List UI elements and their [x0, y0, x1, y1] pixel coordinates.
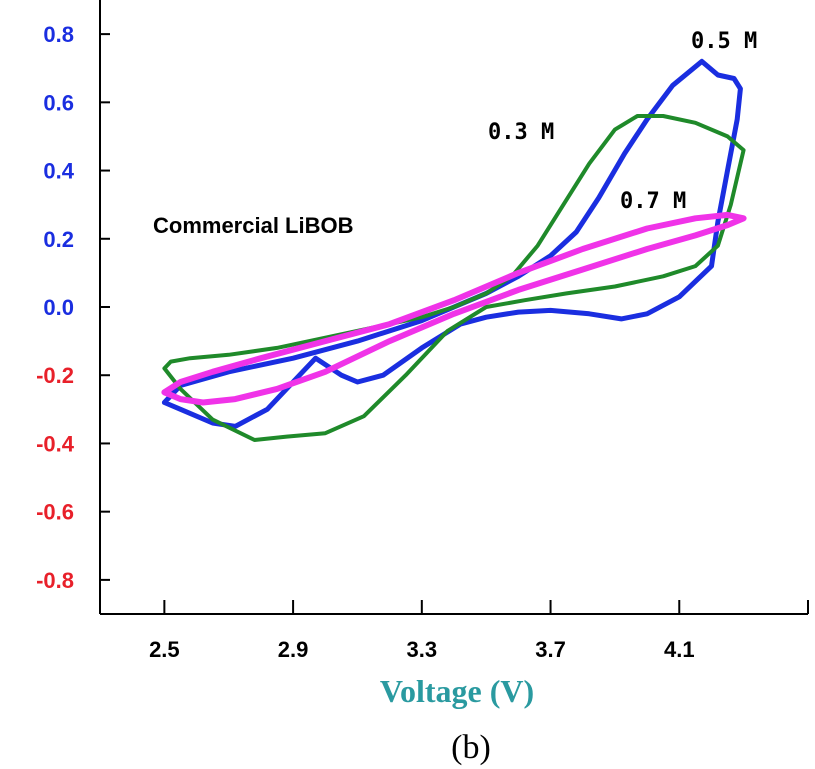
series-line-0-3-m	[162, 114, 746, 442]
series-group	[161, 58, 747, 442]
y-tick-label: 0.4	[43, 159, 74, 184]
panel-label: (b)	[451, 729, 491, 766]
y-tick-label: 0.6	[43, 90, 74, 115]
y-tick-label: -0.6	[36, 500, 74, 525]
x-tick-label: 3.3	[407, 637, 438, 662]
x-ticks: 2.5 2.9 3.3 3.7 4.1	[149, 600, 695, 662]
y-tick-label: 0.2	[43, 227, 74, 252]
series-label-0-7m: 0.7 M	[620, 189, 686, 214]
series-label-0-3m: 0.3 M	[488, 120, 554, 145]
x-tick-label: 3.7	[535, 637, 566, 662]
x-tick-label: 2.9	[278, 637, 309, 662]
y-tick-label: -0.4	[36, 431, 75, 456]
y-tick-label: 0.8	[43, 22, 74, 47]
series-label-0-5m: 0.5 M	[691, 29, 757, 54]
y-tick-label: -0.8	[36, 568, 74, 593]
annotation-commercial-libob: Commercial LiBOB	[153, 213, 354, 238]
y-tick-label: -0.2	[36, 363, 74, 388]
x-tick-label: 4.1	[664, 637, 695, 662]
y-tick-label: 0.0	[43, 295, 74, 320]
x-axis-label: Voltage (V)	[380, 673, 534, 709]
series-line-0-7-m	[161, 211, 747, 406]
x-tick-label: 2.5	[149, 637, 180, 662]
y-ticks: 0.8 0.6 0.4 0.2 0.0 -0.2 -0.4 -0.6 -0.8	[36, 22, 110, 593]
